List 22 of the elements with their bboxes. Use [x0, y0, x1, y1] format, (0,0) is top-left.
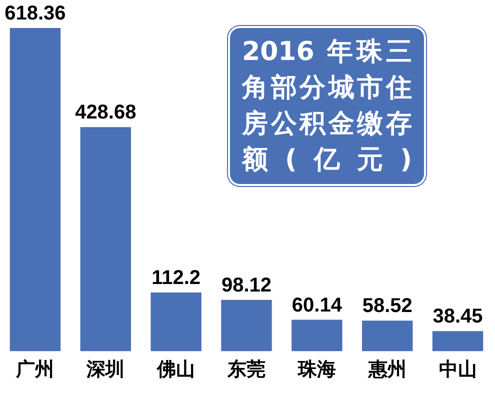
bar	[292, 320, 342, 352]
bar	[221, 300, 272, 352]
data-label: 618.36	[4, 2, 66, 25]
x-tick-label: 佛山	[156, 358, 196, 381]
bar	[362, 320, 413, 352]
bar	[80, 127, 131, 352]
x-tick-label: 东莞	[226, 358, 266, 381]
text: 2016 年珠三角部分城市住房公积金缴存额(亿元)	[228, 26, 426, 186]
data-label: 98.12	[221, 274, 272, 296]
bar	[432, 331, 484, 352]
bar	[150, 292, 202, 352]
x-tick-label: 中山	[438, 358, 477, 381]
x-tick-label: 广州	[15, 358, 54, 381]
data-label: 58.52	[362, 295, 412, 318]
data-label: 112.2	[152, 267, 201, 290]
x-tick-label: 深圳	[86, 358, 125, 381]
x-tick-label: 惠州	[367, 358, 406, 381]
x-tick-label: 珠海	[296, 358, 336, 381]
data-label: 428.68	[75, 102, 136, 124]
data-label: 60.14	[292, 294, 343, 316]
data-label: 38.45	[432, 306, 483, 328]
bar	[10, 28, 61, 352]
